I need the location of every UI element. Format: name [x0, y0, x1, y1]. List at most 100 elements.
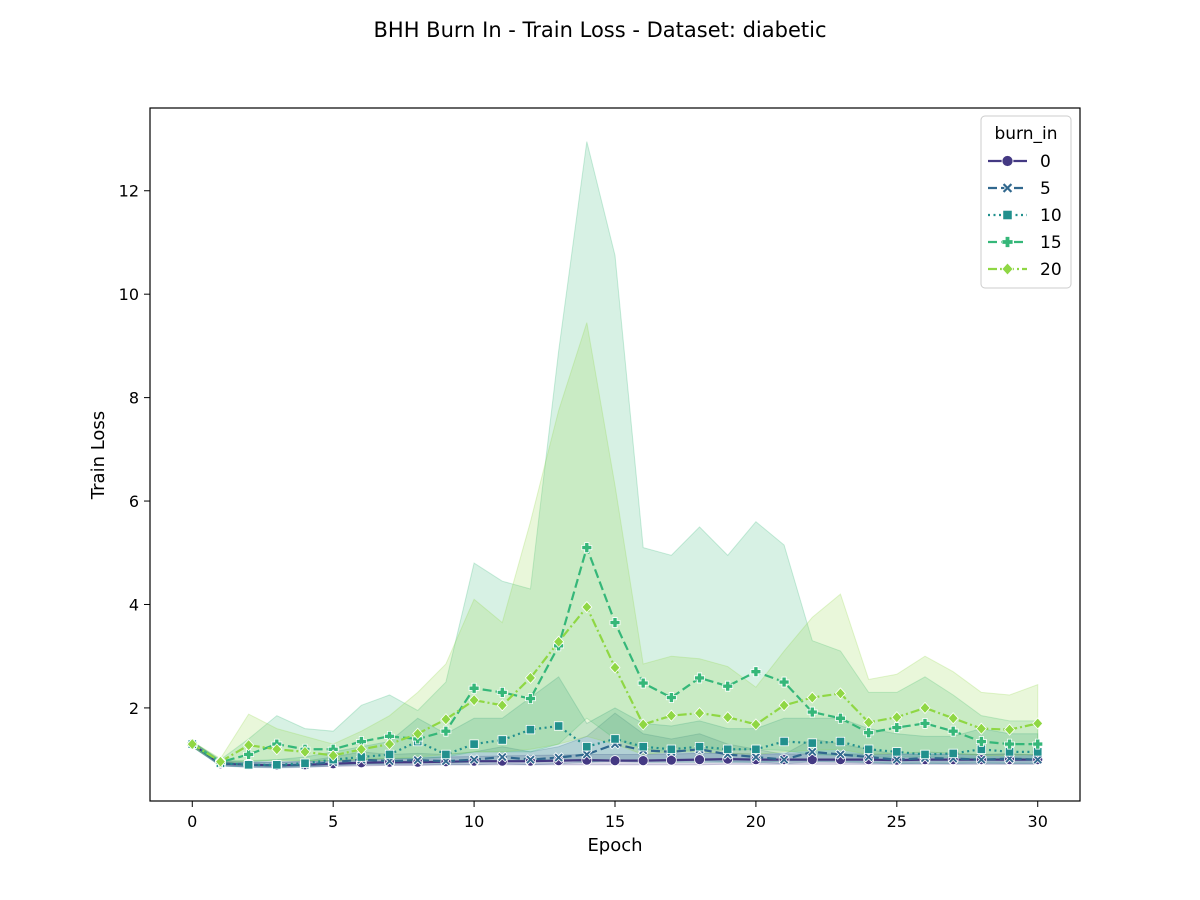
data-point-20-30 [1032, 717, 1044, 730]
data-point-10-17 [666, 744, 677, 754]
legend-title: burn_in [994, 124, 1057, 144]
data-point-5-13 [553, 752, 564, 763]
legend-marker-0 [1001, 155, 1014, 167]
data-point-15-2 [243, 749, 255, 760]
data-point-20-27 [947, 712, 959, 725]
x-tick-label: 25 [887, 812, 907, 831]
data-point-20-24 [863, 716, 875, 729]
legend-marker-15 [1001, 236, 1014, 248]
y-tick-label: 8 [129, 389, 139, 408]
data-point-20-5 [327, 749, 339, 762]
x-axis-label: Epoch [587, 835, 642, 856]
data-point-20-21 [778, 699, 790, 712]
data-point-15-29 [1004, 738, 1015, 750]
data-point-5-20 [750, 751, 762, 763]
data-point-20-19 [722, 711, 734, 724]
data-point-15-20 [750, 666, 762, 678]
data-point-20-22 [806, 691, 818, 704]
data-point-20-11 [496, 699, 508, 712]
data-point-20-3 [271, 743, 283, 756]
data-point-15-23 [835, 712, 846, 724]
data-point-10-26 [920, 749, 930, 760]
data-point-5-11 [496, 751, 508, 763]
x-tick-label: 30 [1028, 812, 1048, 831]
data-point-20-15 [609, 661, 621, 674]
y-axis-ticks: 2 4 6 8 10 12 [119, 182, 150, 718]
data-point-20-26 [919, 701, 931, 715]
data-point-5-24 [863, 751, 874, 763]
data-point-0-15 [609, 755, 621, 767]
data-point-10-24 [863, 744, 874, 754]
data-point-5-12 [525, 754, 536, 765]
data-point-5-25 [891, 754, 903, 765]
data-point-20-7 [384, 738, 396, 751]
data-point-15-21 [778, 676, 790, 688]
data-point-10-4 [300, 758, 310, 768]
legend-label-0: 0 [1040, 152, 1051, 172]
data-point-0-18 [694, 754, 705, 766]
data-point-15-28 [975, 736, 987, 747]
data-point-20-9 [440, 713, 452, 726]
data-point-5-10 [468, 754, 480, 765]
data-point-15-18 [694, 672, 705, 684]
data-point-20-0 [186, 738, 198, 751]
data-point-10-20 [751, 744, 761, 754]
legend-label-15: 15 [1040, 233, 1062, 253]
data-point-20-2 [243, 739, 255, 752]
data-point-20-16 [637, 718, 649, 731]
data-point-5-22 [806, 746, 818, 758]
legend-marker-5 [1001, 182, 1014, 194]
data-point-15-30 [1032, 738, 1044, 750]
data-point-20-18 [694, 706, 706, 720]
data-point-15-17 [665, 692, 677, 703]
data-point-10-12 [525, 724, 536, 735]
data-point-10-9 [441, 749, 451, 760]
x-tick-label: 10 [464, 812, 484, 831]
y-tick-label: 12 [119, 182, 139, 201]
data-point-10-11 [497, 735, 507, 745]
data-point-15-19 [722, 680, 734, 692]
x-tick-label: 5 [328, 812, 338, 831]
data-point-0-16 [637, 755, 649, 767]
data-point-20-10 [468, 694, 480, 707]
data-point-10-2 [243, 760, 254, 770]
data-point-15-26 [919, 718, 931, 729]
data-point-20-4 [299, 745, 311, 758]
data-point-5-28 [976, 754, 987, 765]
data-point-0-22 [806, 754, 818, 766]
data-point-20-28 [975, 722, 987, 735]
legend-marker-10 [1002, 209, 1013, 221]
data-point-20-20 [750, 718, 762, 731]
legend: burn_in 0 5 10 15 20 [980, 115, 1072, 289]
y-tick-label: 2 [129, 699, 139, 718]
data-point-15-11 [496, 686, 508, 698]
data-point-10-3 [272, 760, 282, 770]
legend-label-5: 5 [1040, 179, 1051, 199]
legend-marker-20 [1001, 262, 1014, 276]
data-point-20-25 [891, 711, 903, 724]
data-point-20-8 [412, 727, 424, 740]
x-tick-label: 0 [187, 812, 197, 831]
data-point-20-14 [581, 600, 593, 614]
confidence-bands [191, 141, 1039, 769]
data-point-10-22 [807, 738, 817, 748]
data-point-10-14 [582, 742, 592, 752]
data-point-20-17 [665, 709, 677, 722]
data-point-15-25 [891, 722, 903, 733]
data-point-10-15 [610, 734, 620, 744]
y-tick-label: 6 [129, 492, 139, 511]
data-point-15-24 [863, 727, 875, 739]
data-point-20-1 [214, 755, 226, 768]
data-point-20-29 [1004, 723, 1016, 736]
data-point-5-21 [778, 754, 790, 765]
data-point-20-12 [524, 671, 536, 685]
legend-label-10: 10 [1040, 206, 1062, 226]
data-point-15-9 [440, 725, 452, 737]
x-axis-ticks: 0 5 10 15 20 25 30 [187, 801, 1048, 831]
data-point-10-23 [835, 736, 846, 747]
y-axis-label: Train Loss [88, 411, 109, 500]
data-point-10-10 [469, 739, 479, 749]
data-point-20-13 [553, 635, 565, 648]
data-point-10-13 [553, 721, 564, 731]
